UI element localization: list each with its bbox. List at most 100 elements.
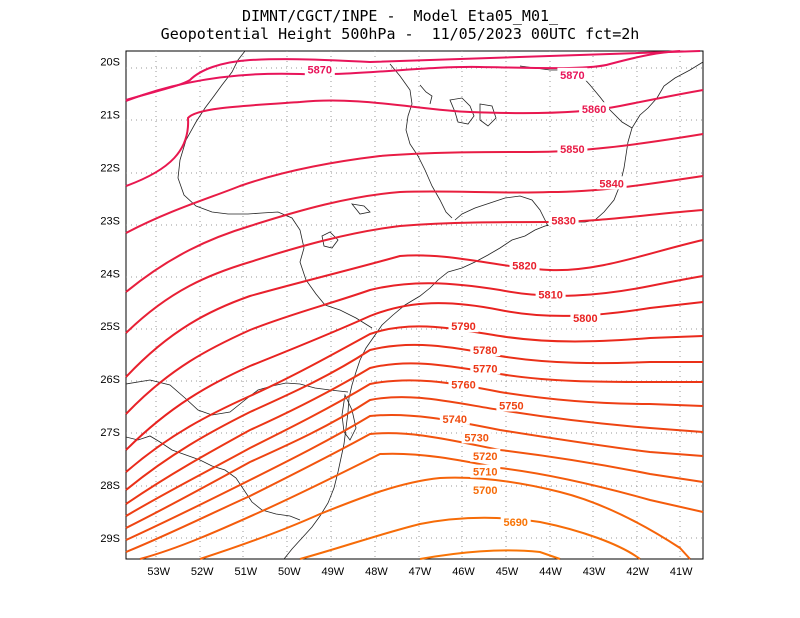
lake-outline (321, 231, 339, 249)
contour-line (125, 50, 701, 101)
contour-label: 5870 (308, 65, 332, 77)
contour-label: 5750 (499, 401, 523, 413)
contour-label-background (439, 411, 470, 425)
lon-tick-label: 45W (496, 566, 519, 578)
contour-label: 5700 (473, 485, 497, 497)
longitude-tick-labels: 53W 52W 51W 50W 49W 48W 47W 46W 45W 44W 43W 42W 41W (147, 566, 693, 578)
contour-line (125, 175, 704, 293)
lon-tick-label: 43W (583, 566, 606, 578)
contour-label-background (557, 67, 588, 81)
lon-tick-label: 50W (278, 566, 301, 578)
contour-line (125, 343, 703, 491)
contour-line (125, 89, 704, 187)
contour-label-background (496, 398, 527, 412)
contour-label-background (470, 343, 501, 356)
river (419, 84, 433, 105)
contour-label-background (448, 319, 479, 333)
contour-label-background (535, 287, 566, 301)
lake-outline (449, 97, 475, 125)
contour-label: 5710 (473, 467, 497, 479)
lat-tick-label: 21S (100, 110, 120, 122)
state-border (177, 50, 373, 329)
contour-label-background (470, 361, 501, 375)
lon-tick-label: 49W (321, 566, 344, 578)
contour-line (125, 432, 704, 553)
latitude-tick-labels: 20S 21S 22S 23S 24S 25S 26S 27S 28S 29S (100, 57, 120, 545)
contour-line (125, 362, 703, 505)
contour-label: 5740 (443, 414, 467, 426)
contour-label: 5830 (551, 215, 575, 227)
contour-label: 5860 (582, 104, 606, 116)
state-border (125, 435, 301, 521)
contour-label-background (470, 448, 501, 462)
map-title-line2: Geopotential Height 500hPa - 11/05/2023 … (160, 25, 640, 43)
contour-label: 5760 (451, 379, 475, 391)
lat-tick-label: 20S (100, 57, 120, 69)
state-border (454, 195, 549, 227)
lat-tick-label: 25S (100, 321, 120, 333)
contour-line (125, 413, 704, 541)
state-border (125, 379, 349, 416)
lat-tick-label: 23S (100, 215, 120, 227)
lake-outline (479, 103, 497, 127)
contour-label-background (557, 141, 588, 155)
contour-label-background (470, 483, 501, 497)
contour-label-background (596, 176, 627, 190)
lon-tick-label: 46W (452, 566, 475, 578)
lat-tick-label: 22S (100, 162, 120, 174)
lon-tick-label: 52W (191, 566, 214, 578)
lat-tick-label: 29S (100, 533, 120, 545)
contour-label-background (500, 515, 531, 528)
contour-label-background (448, 377, 479, 391)
contour-line (419, 549, 561, 560)
contour-line (125, 239, 704, 378)
contour-label: 5810 (538, 289, 562, 301)
lon-tick-label: 44W (539, 566, 562, 578)
contour-line (125, 50, 681, 102)
contour-label: 5780 (473, 345, 497, 357)
contour-label-background (548, 213, 579, 227)
lon-tick-label: 51W (234, 566, 257, 578)
contour-line (125, 396, 704, 529)
contour-line (139, 452, 704, 560)
lat-tick-label: 24S (100, 268, 120, 280)
grid-lines (126, 51, 703, 559)
contour-label: 5800 (573, 313, 597, 325)
contour-label: 5850 (560, 144, 584, 156)
contour-label-background (304, 62, 335, 76)
contour-line (125, 379, 704, 517)
lon-tick-label: 53W (147, 566, 170, 578)
lat-tick-label: 28S (100, 480, 120, 492)
state-border (389, 63, 453, 219)
lat-tick-label: 27S (100, 427, 120, 439)
contour-label-background (579, 102, 610, 116)
lon-tick-label: 48W (365, 566, 388, 578)
contour-label-background (461, 430, 492, 444)
contour-label: 5840 (599, 178, 623, 190)
lagoon-outline (341, 393, 357, 441)
contour-line (125, 301, 704, 451)
lon-tick-label: 41W (670, 566, 693, 578)
contour-line (125, 325, 704, 473)
contour-labels: 5870 5870 5860 5850 5840 5830 5820 5810 5800 5790… (304, 62, 627, 529)
lon-tick-label: 47W (409, 566, 432, 578)
contour-label-background (509, 258, 540, 272)
contour-line (125, 209, 704, 334)
contour-label: 5690 (503, 517, 527, 529)
contour-line (199, 476, 691, 560)
contour-line (125, 275, 704, 415)
contour-label: 5720 (473, 451, 497, 463)
lon-tick-label: 42W (626, 566, 649, 578)
contour-label: 5730 (464, 432, 488, 444)
contour-label: 5820 (512, 260, 536, 272)
lake-outline (351, 203, 371, 215)
coastline (283, 61, 704, 560)
contour-label: 5870 (560, 70, 584, 82)
contour-lines (125, 50, 704, 560)
lat-tick-label: 26S (100, 374, 120, 386)
contour-label: 5770 (473, 364, 497, 376)
map-title-line1: DIMNT/CGCT/INPE - Model Eta05_M01_ (241, 7, 559, 25)
contour-label: 5790 (451, 321, 475, 333)
contour-label-background (570, 311, 601, 325)
